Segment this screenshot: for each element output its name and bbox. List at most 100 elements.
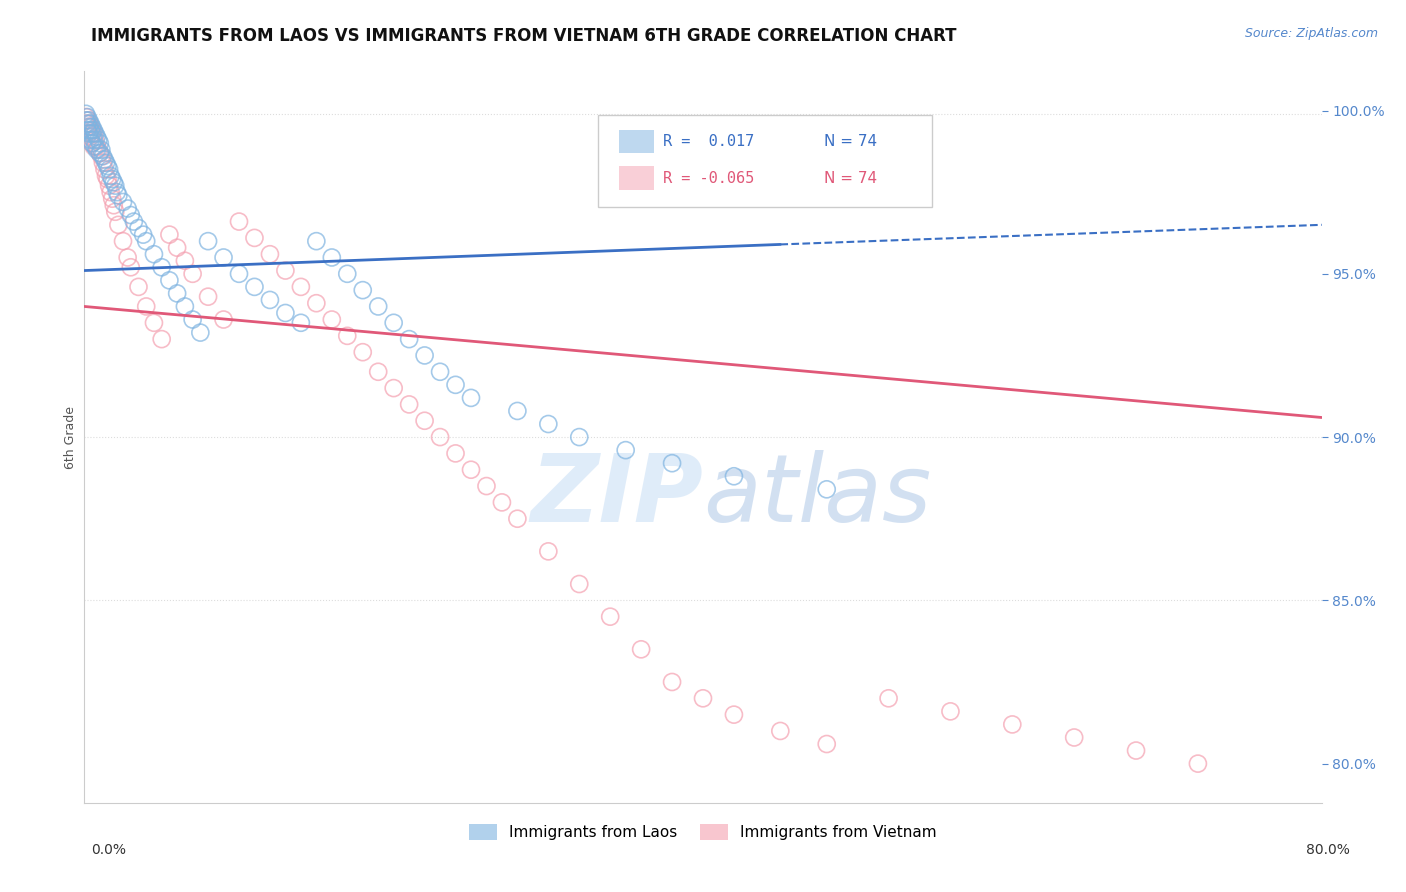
Point [290, 280, 312, 294]
Point [661, 675, 683, 690]
Point [197, 234, 219, 248]
Point [290, 316, 312, 330]
Point [243, 280, 266, 294]
Point [159, 273, 180, 287]
Point [103, 175, 125, 189]
Point [460, 463, 482, 477]
Point [1063, 731, 1085, 745]
Point [98, 178, 121, 193]
Point [79, 117, 101, 131]
Point [568, 430, 591, 444]
Point [630, 642, 652, 657]
Point [475, 479, 498, 493]
Point [79, 123, 101, 137]
Point [87, 133, 110, 147]
Point [259, 293, 281, 307]
Point [89, 146, 111, 161]
Point [939, 705, 962, 719]
Point [84, 139, 107, 153]
Text: IMMIGRANTS FROM LAOS VS IMMIGRANTS FROM VIETNAM 6TH GRADE CORRELATION CHART: IMMIGRANTS FROM LAOS VS IMMIGRANTS FROM … [91, 27, 957, 45]
Point [82, 136, 104, 151]
Point [212, 251, 235, 265]
Legend: Immigrants from Laos, Immigrants from Vietnam: Immigrants from Laos, Immigrants from Vi… [463, 818, 943, 847]
Point [82, 123, 104, 137]
Point [506, 512, 529, 526]
Point [96, 172, 118, 186]
Point [94, 156, 117, 170]
Point [1001, 717, 1024, 731]
Point [413, 348, 436, 362]
Point [75, 107, 97, 121]
Point [382, 316, 405, 330]
Point [166, 286, 188, 301]
Text: Source: ZipAtlas.com: Source: ZipAtlas.com [1244, 27, 1378, 40]
Point [76, 123, 98, 137]
Point [91, 149, 114, 163]
Point [77, 113, 100, 128]
Point [83, 139, 105, 153]
Point [150, 260, 173, 275]
Point [103, 198, 125, 212]
Point [117, 251, 139, 265]
Point [127, 221, 149, 235]
Point [398, 397, 420, 411]
Text: R =  0.017: R = 0.017 [664, 134, 755, 149]
Point [120, 260, 142, 275]
Point [84, 127, 107, 141]
Point [82, 136, 104, 151]
Point [83, 127, 105, 141]
Point [101, 192, 124, 206]
Point [79, 120, 101, 134]
Point [506, 404, 529, 418]
Point [104, 204, 127, 219]
Point [112, 194, 135, 209]
Point [75, 110, 97, 124]
Point [321, 251, 343, 265]
Point [243, 231, 266, 245]
Point [91, 156, 114, 170]
Point [398, 332, 420, 346]
Point [382, 381, 405, 395]
Point [76, 117, 98, 131]
Point [181, 267, 204, 281]
Point [460, 391, 482, 405]
Point [87, 143, 110, 157]
Point [815, 483, 838, 497]
Point [166, 241, 188, 255]
Point [127, 280, 149, 294]
Point [661, 456, 683, 470]
Point [723, 469, 745, 483]
Point [723, 707, 745, 722]
Point [614, 443, 637, 458]
Point [96, 159, 118, 173]
Point [599, 609, 621, 624]
Point [143, 247, 166, 261]
FancyBboxPatch shape [598, 115, 932, 207]
Point [181, 312, 204, 326]
Text: 0.0%: 0.0% [91, 843, 127, 857]
Point [105, 185, 128, 199]
Point [79, 129, 101, 144]
Point [143, 316, 166, 330]
Point [100, 169, 122, 183]
Point [692, 691, 714, 706]
Point [336, 329, 359, 343]
Point [1125, 743, 1147, 757]
Point [84, 133, 107, 147]
Text: R = -0.065: R = -0.065 [664, 170, 755, 186]
Y-axis label: 6th Grade: 6th Grade [65, 406, 77, 468]
Point [76, 113, 98, 128]
Point [150, 332, 173, 346]
Point [429, 430, 451, 444]
Point [877, 691, 900, 706]
Point [1187, 756, 1209, 771]
Point [79, 133, 101, 147]
Point [228, 267, 250, 281]
Point [305, 234, 328, 248]
Point [107, 218, 129, 232]
Point [259, 247, 281, 261]
Point [274, 306, 297, 320]
Point [94, 169, 117, 183]
Point [76, 120, 98, 134]
Point [188, 326, 211, 340]
